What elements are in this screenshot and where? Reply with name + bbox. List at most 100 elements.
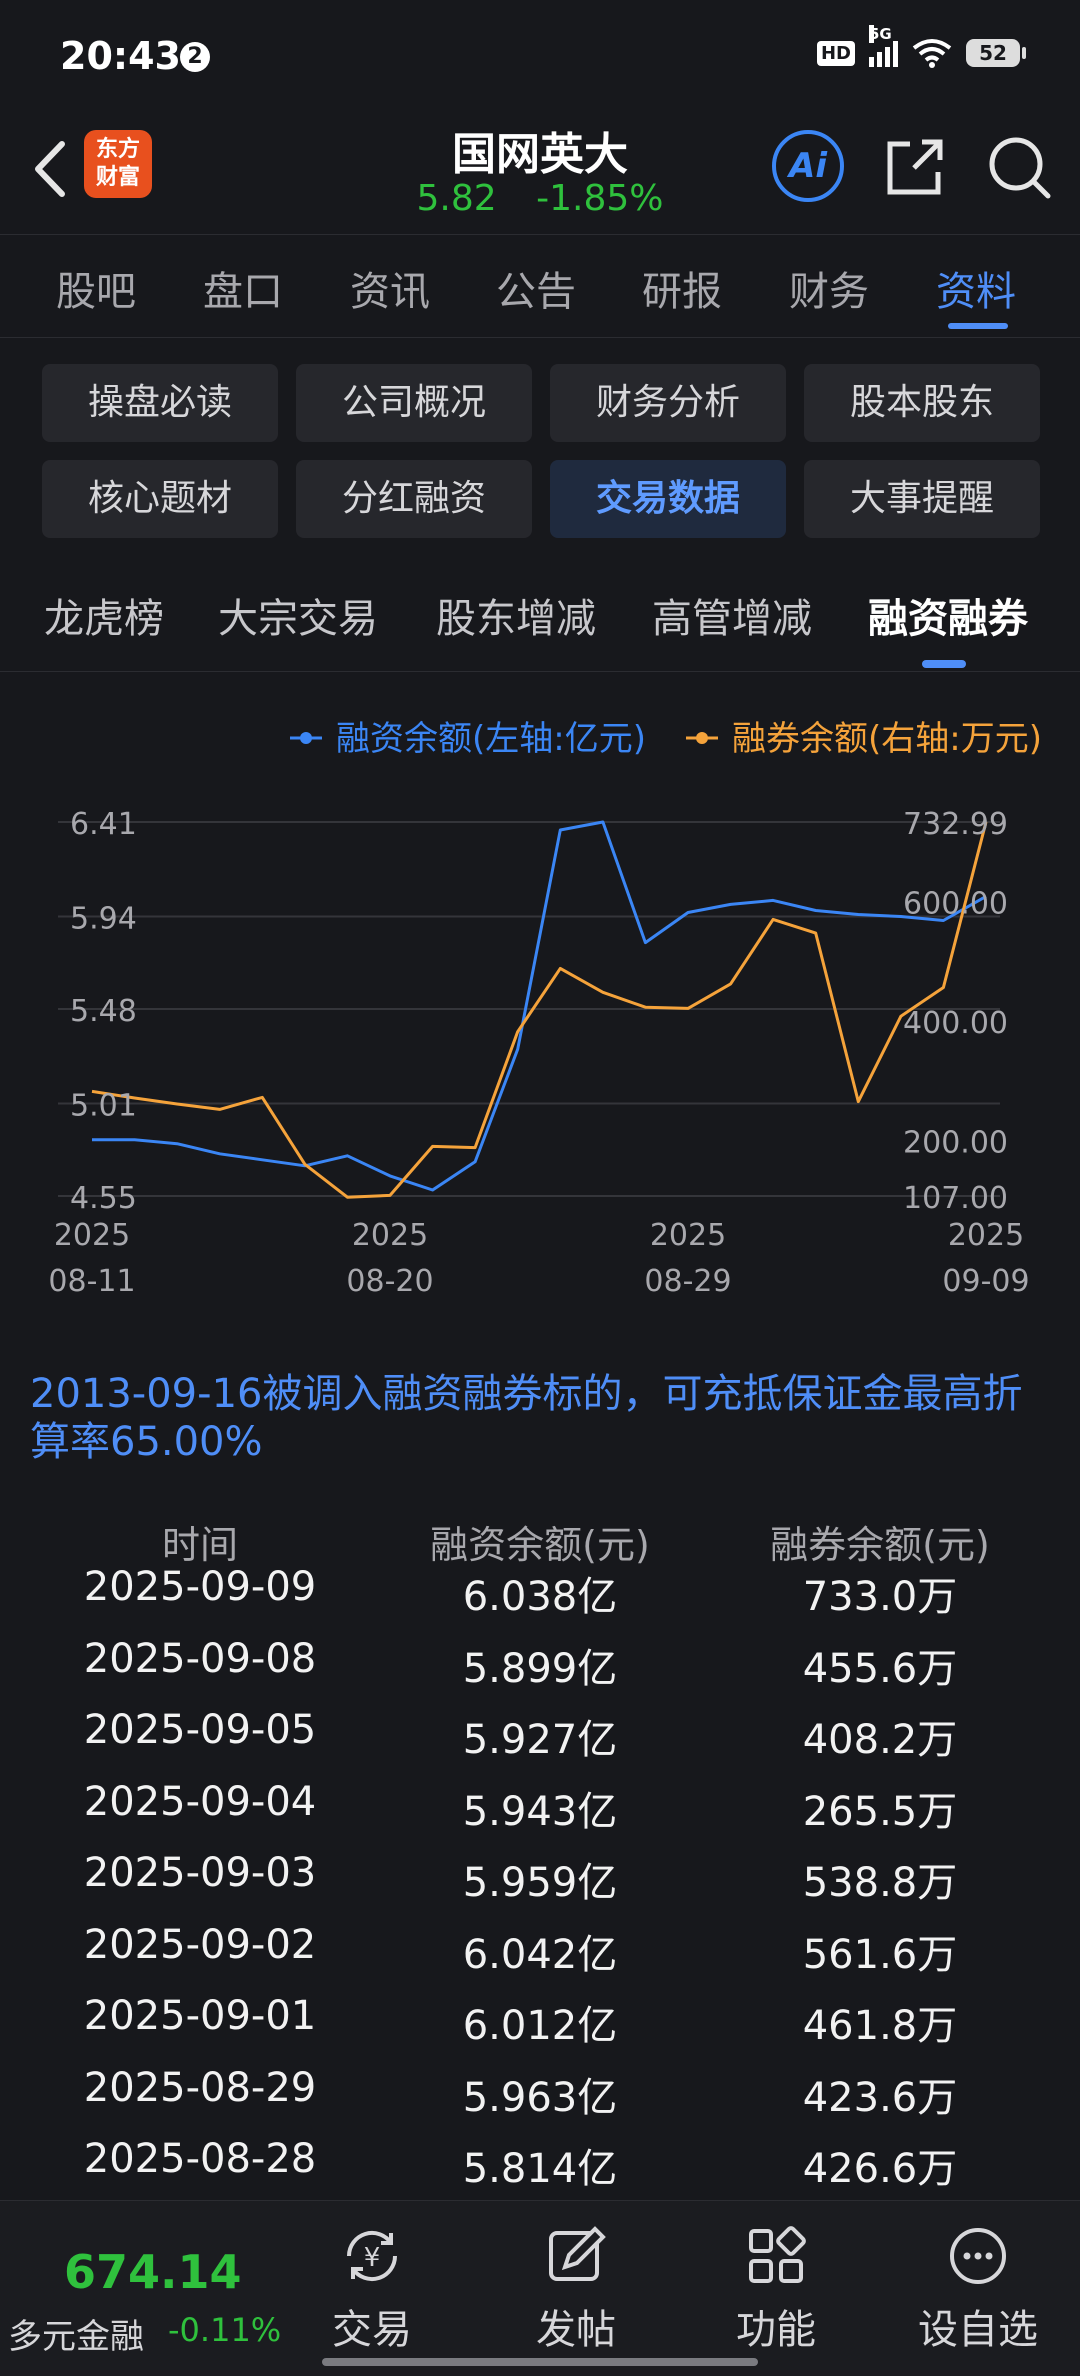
index-value[interactable]: 674.14: [64, 2245, 242, 2299]
subtab-exec-changes[interactable]: 高管增减: [652, 596, 812, 642]
bottom-function-label: 功能: [736, 2307, 816, 2353]
tab-guba[interactable]: 股吧: [56, 269, 136, 315]
logo-line2: 财富: [95, 165, 140, 190]
btn-trading-data[interactable]: 交易数据: [550, 460, 786, 538]
bottom-watchlist-button[interactable]: 设自选: [898, 2213, 1058, 2363]
search-icon[interactable]: [984, 132, 1054, 202]
subtab-shareholder-changes[interactable]: 股东增减: [436, 596, 596, 642]
nav-header: 东方 财富 国网英大 5.82 -1.85% Ai: [0, 110, 1080, 234]
left-tick-label: 6.41: [70, 807, 137, 842]
cell-lending: 461.8万: [802, 2003, 958, 2049]
cell-lending: 423.6万: [802, 2074, 958, 2121]
ai-button[interactable]: Ai: [772, 130, 844, 202]
svg-text:¥: ¥: [364, 2243, 381, 2273]
cell-lending: 265.5万: [802, 1788, 958, 1835]
table-row[interactable]: 2025-09-02 6.042亿 561.6万: [0, 1922, 1080, 1994]
cell-lending: 455.6万: [802, 1645, 958, 1692]
cell-date: 2025-09-08: [83, 1635, 317, 1682]
x-tick-year: 2025: [352, 1218, 428, 1253]
stock-price: 5.82: [416, 178, 497, 219]
right-tick-label: 400.00: [903, 1006, 1008, 1041]
btn-core-themes[interactable]: 核心题材: [42, 460, 278, 538]
btn-company-overview[interactable]: 公司概况: [296, 364, 532, 442]
left-tick-label: 4.55: [70, 1181, 137, 1216]
cell-lending: 538.8万: [802, 1860, 958, 1906]
tab-news[interactable]: 资讯: [350, 269, 430, 315]
tab-profile[interactable]: 资料: [936, 269, 1016, 315]
left-tick-label: 5.94: [70, 902, 137, 937]
cell-financing: 5.899亿: [462, 1645, 618, 1692]
btn-trading-guide[interactable]: 操盘必读: [42, 364, 278, 442]
right-tick-label: 107.00: [903, 1181, 1008, 1216]
share-icon[interactable]: [880, 132, 950, 202]
table-row[interactable]: 2025-09-05 5.927亿 408.2万: [0, 1707, 1080, 1779]
header-date: 时间: [161, 1523, 238, 1567]
cell-financing: 5.943亿: [462, 1788, 618, 1835]
logo-line1: 东方: [95, 137, 140, 162]
tab-pankou[interactable]: 盘口: [203, 269, 283, 315]
bottom-trade-button[interactable]: ¥ 交易: [292, 2213, 452, 2363]
bottom-trade-label: 交易: [332, 2307, 412, 2353]
cell-financing: 5.959亿: [462, 1860, 618, 1906]
status-bar: 20:43 2 HD 5G 52: [0, 0, 1080, 110]
grid-icon: [749, 2226, 806, 2283]
index-name[interactable]: 多元金融: [8, 2317, 144, 2357]
battery-icon: 52: [966, 39, 1026, 67]
table-row[interactable]: 2025-09-03 5.959亿 538.8万: [0, 1850, 1080, 1922]
legend-label: 融资余额(左轴:亿元): [336, 719, 646, 759]
bottom-watchlist-label: 设自选: [918, 2307, 1038, 2353]
btn-dividends-financing[interactable]: 分红融资: [296, 460, 532, 538]
main-tabs: 股吧 盘口 资讯 公告 研报 财务 资料: [0, 234, 1080, 338]
right-tick-label: 600.00: [903, 886, 1008, 921]
lending-balance-line: [91, 821, 988, 1199]
financing-balance-line: [92, 820, 987, 1192]
app-logo[interactable]: 东方 财富: [84, 130, 152, 198]
table-header: 时间 融资余额(元) 融券余额(元): [0, 1514, 1080, 1567]
left-tick-label: 5.01: [70, 1089, 137, 1124]
right-tick-label: 200.00: [903, 1125, 1008, 1160]
cell-date: 2025-08-29: [83, 2064, 317, 2111]
subtab-margin-trading[interactable]: 融资融券: [868, 596, 1028, 642]
cell-lending: 426.6万: [802, 2146, 958, 2192]
left-tick-label: 5.48: [70, 994, 137, 1029]
table-row[interactable]: 2025-09-04 5.943亿 265.5万: [0, 1779, 1080, 1851]
btn-event-reminders[interactable]: 大事提醒: [804, 460, 1040, 538]
cell-date: 2025-08-28: [83, 2136, 317, 2182]
cell-financing: 5.963亿: [462, 2074, 618, 2121]
index-change[interactable]: -0.11%: [168, 2311, 282, 2349]
more-icon: [950, 2228, 1006, 2284]
stock-quote: 5.82 -1.85%: [0, 178, 1080, 219]
table-row[interactable]: 2025-09-01 6.012亿 461.8万: [0, 1993, 1080, 2065]
cell-financing: 5.814亿: [462, 2146, 618, 2192]
btn-shareholders[interactable]: 股本股东: [804, 364, 1040, 442]
subtab-dragon-tiger[interactable]: 龙虎榜: [44, 596, 164, 642]
signal-icon: 5G: [869, 25, 898, 67]
subtab-block-trades[interactable]: 大宗交易: [218, 596, 378, 642]
notification-badge: 2: [180, 42, 210, 72]
btn-financial-analysis[interactable]: 财务分析: [550, 364, 786, 442]
bottom-post-label: 发帖: [536, 2307, 616, 2353]
table-row[interactable]: 2025-09-09 6.038亿 733.0万: [0, 1564, 1080, 1636]
cell-financing: 6.012亿: [462, 2003, 618, 2049]
margin-chart: 融资余额(左轴:亿元) 融券余额(右轴:万元) 6.41 5.94 5.48 5.01 4.…: [0, 690, 1080, 1310]
sub-tabs: 龙虎榜 大宗交易 股东增减 高管增减 融资融券: [0, 568, 1080, 672]
back-icon[interactable]: [24, 134, 84, 204]
table-row[interactable]: 2025-09-08 5.899亿 455.6万: [0, 1636, 1080, 1708]
table-row[interactable]: 2025-08-29 5.963亿 423.6万: [0, 2065, 1080, 2137]
cell-date: 2025-09-09: [83, 1564, 317, 1610]
tab-announcements[interactable]: 公告: [496, 269, 576, 315]
network-label: 5G: [869, 25, 892, 43]
cell-lending: 561.6万: [802, 1931, 958, 1978]
table-row[interactable]: 2025-08-28 5.814亿 426.6万: [0, 2136, 1080, 2200]
x-tick-date: 09-09: [942, 1264, 1029, 1299]
tab-research[interactable]: 研报: [642, 269, 722, 315]
bottom-post-button[interactable]: 发帖: [496, 2213, 656, 2363]
bottom-function-button[interactable]: 功能: [696, 2213, 856, 2363]
right-tick-label: 732.99: [903, 807, 1008, 842]
x-tick-year: 2025: [948, 1218, 1024, 1253]
status-icons: HD 5G 52: [816, 25, 1026, 68]
home-indicator: [322, 2358, 758, 2366]
cell-lending: 408.2万: [802, 1717, 958, 1763]
cell-financing: 6.038亿: [462, 1574, 618, 1620]
tab-finance[interactable]: 财务: [789, 269, 869, 315]
